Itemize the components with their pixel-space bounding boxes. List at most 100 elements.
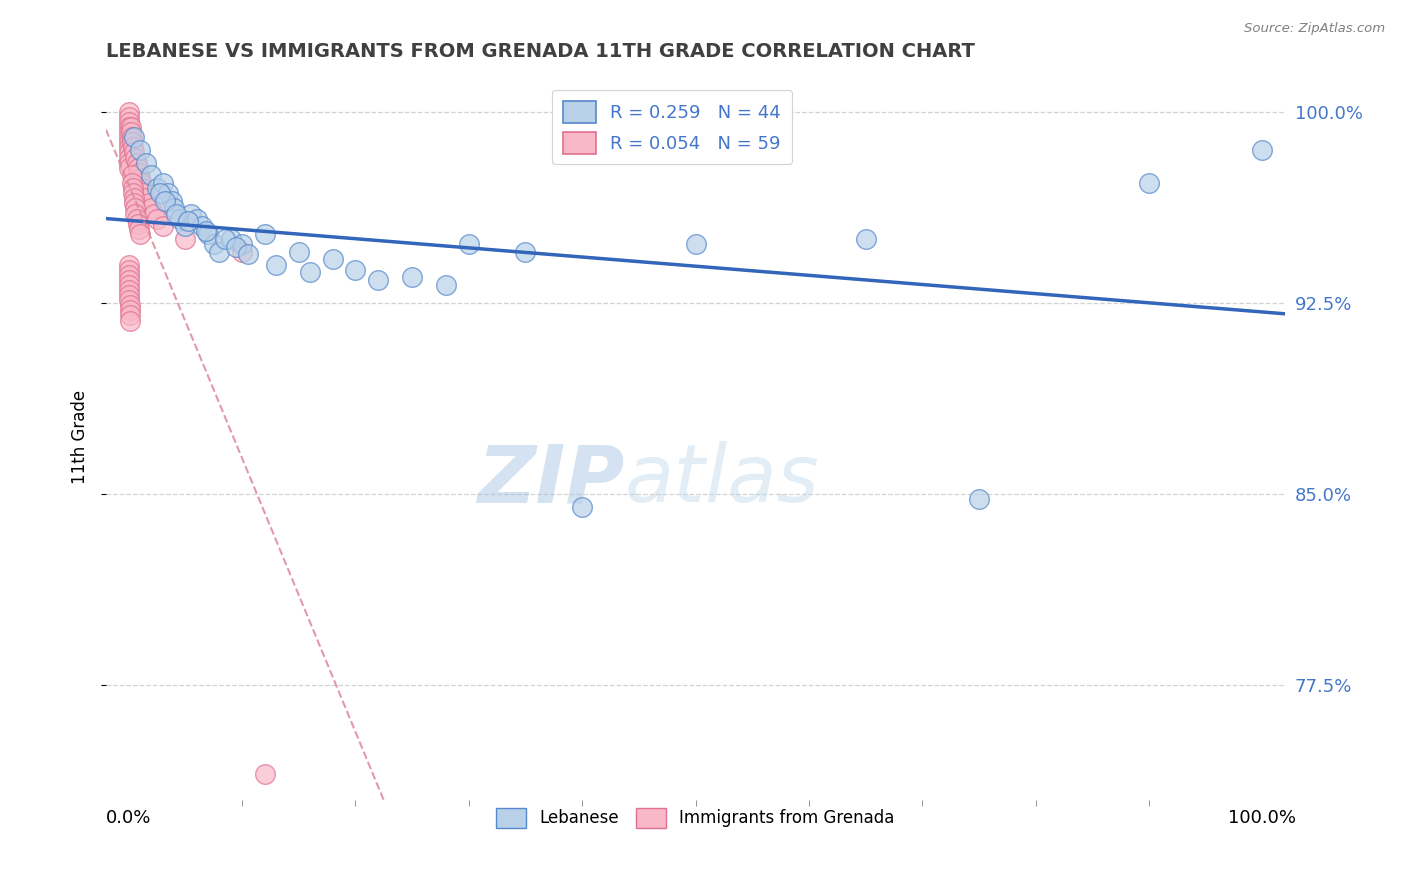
Point [117,155,139,169]
Point [219,232,242,246]
Point [176,214,198,228]
Point [122,130,145,145]
Point [117,115,139,129]
Point [135,191,157,205]
Point [264,258,287,272]
Point [121,169,143,183]
Point [322,252,344,267]
Point [118,313,141,327]
Point [141,169,163,183]
Point [174,232,197,246]
Point [160,194,183,208]
Point [117,268,139,282]
Point [165,206,187,220]
Text: ZIP: ZIP [478,441,624,519]
Point [121,130,143,145]
Point [121,135,143,149]
Point [855,232,877,246]
Point [117,145,139,160]
Point [180,206,202,220]
Point [120,125,142,139]
Point [186,211,208,226]
Point [344,262,367,277]
Point [117,273,139,287]
Point [117,262,139,277]
Point [117,110,139,124]
Point [157,186,180,201]
Point [117,161,139,175]
Point [191,219,214,234]
Point [121,176,143,190]
Point [124,202,146,216]
Point [457,237,479,252]
Point [152,219,174,234]
Point [132,186,155,201]
Point [149,186,172,201]
Point [1137,176,1160,190]
Text: Source: ZipAtlas.com: Source: ZipAtlas.com [1244,22,1385,36]
Point [253,227,276,241]
Point [117,130,139,145]
Point [214,232,236,246]
Point [367,273,389,287]
Point [1251,143,1274,157]
Point [197,227,219,241]
Point [122,191,145,205]
Text: LEBANESE VS IMMIGRANTS FROM GRENADA 11TH GRADE CORRELATION CHART: LEBANESE VS IMMIGRANTS FROM GRENADA 11TH… [105,42,974,61]
Point [287,244,309,259]
Legend: Lebanese, Immigrants from Grenada: Lebanese, Immigrants from Grenada [489,801,901,835]
Point [129,170,152,185]
Point [122,186,145,201]
Text: atlas: atlas [624,441,820,519]
Point [138,196,160,211]
Point [117,151,139,165]
Point [194,224,217,238]
Point [127,217,149,231]
Point [131,181,153,195]
Point [208,244,231,259]
Point [967,491,990,506]
Point [135,155,157,169]
Point [231,244,253,259]
Point [298,265,321,279]
Point [129,227,152,241]
Point [142,206,165,220]
Point [515,244,537,259]
Point [117,277,139,292]
Point [117,120,139,134]
Point [125,155,148,169]
Point [152,176,174,190]
Point [128,222,150,236]
Point [153,194,176,208]
Point [118,298,141,312]
Point [127,161,149,175]
Point [117,293,139,308]
Point [124,206,146,220]
Point [117,140,139,154]
Point [122,181,145,195]
Point [125,211,148,226]
Point [118,309,141,323]
Point [124,151,146,165]
Point [434,277,457,292]
Point [117,125,139,139]
Point [117,283,139,297]
Point [118,303,141,318]
Point [146,181,169,195]
Point [117,135,139,149]
Point [117,104,139,119]
Point [120,120,142,134]
Point [225,240,247,254]
Point [141,202,163,216]
Point [401,270,423,285]
Y-axis label: 11th Grade: 11th Grade [72,390,89,483]
Point [146,211,169,226]
Point [571,500,593,514]
Point [236,247,259,261]
Point [129,176,152,190]
Point [117,288,139,302]
Point [231,237,253,252]
Point [122,145,145,160]
Point [117,258,139,272]
Point [122,196,145,211]
